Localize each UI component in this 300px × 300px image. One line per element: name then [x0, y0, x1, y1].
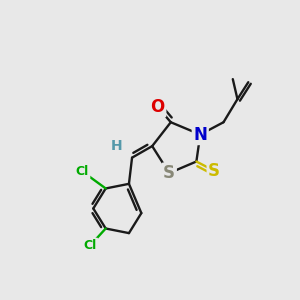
Text: Cl: Cl [76, 165, 89, 178]
Text: S: S [208, 162, 220, 180]
Text: S: S [163, 164, 175, 182]
Text: O: O [151, 98, 165, 116]
Text: N: N [193, 126, 207, 144]
Text: Cl: Cl [84, 239, 97, 252]
Text: H: H [111, 139, 122, 153]
